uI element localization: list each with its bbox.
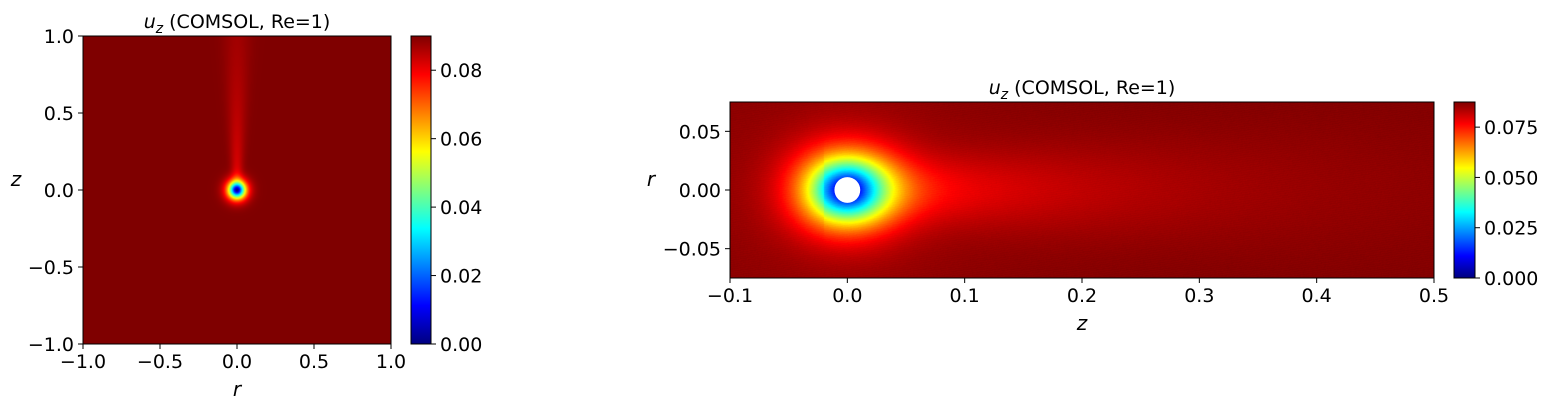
panel-right-ylabel: r: [647, 167, 657, 191]
x-tick-label: 0.5: [299, 351, 329, 373]
y-tick-label: −1.0: [28, 334, 74, 356]
y-tick-label: 1.0: [44, 26, 74, 48]
panel-right-x-ticks: −0.1 0.0 0.1 0.2 0.3 0.4 0.5: [707, 278, 1449, 307]
x-tick-label: 0.0: [222, 351, 252, 373]
x-tick-label: 1.0: [376, 351, 406, 373]
colorbar-tick-label: 0.04: [440, 197, 482, 219]
x-tick-label: −0.5: [137, 351, 183, 373]
colorbar-tick-label: 0.02: [440, 266, 482, 288]
colorbar-tick-label: 0.050: [1484, 167, 1538, 189]
x-tick-label: 0.4: [1302, 285, 1332, 307]
colorbar-right-ticks: 0.000 0.025 0.050 0.075: [1475, 117, 1538, 290]
panel-left-y-ticks: −1.0 −0.5 0.0 0.5 1.0: [28, 26, 83, 356]
panel-left-title: uz (COMSOL, Re=1): [144, 11, 331, 37]
y-tick-label: 0.00: [679, 180, 721, 202]
y-tick-label: −0.5: [28, 257, 74, 279]
x-tick-label: 0.5: [1419, 285, 1449, 307]
sphere-obstacle: [834, 177, 861, 203]
y-tick-label: 0.05: [679, 121, 721, 143]
panel-right-xlabel: z: [1076, 311, 1088, 335]
colorbar-left-ticks: 0.00 0.02 0.04 0.06 0.08: [431, 60, 482, 356]
panel-left-x-ticks: −1.0 −0.5 0.0 0.5 1.0: [60, 344, 406, 373]
colorbar-left-bar: [410, 35, 432, 345]
colorbar-right-bar: [1453, 101, 1476, 279]
panel-left: uz (COMSOL, Re=1) −1.0 −0.5 0.0 0.5 1.0 −1.0…: [10, 11, 406, 401]
x-tick-label: 0.1: [950, 285, 980, 307]
y-tick-label: −0.05: [663, 239, 721, 261]
x-tick-label: −0.1: [707, 285, 753, 307]
colorbar-tick-label: 0.06: [440, 129, 482, 151]
panel-right-title: uz (COMSOL, Re=1): [989, 77, 1176, 103]
colorbar-right: 0.000 0.025 0.050 0.075: [1453, 101, 1538, 290]
panel-right: uz (COMSOL, Re=1) −0.1 0.0 0.1 0.2 0.3 0.4 0.5…: [647, 77, 1449, 335]
colorbar-tick-label: 0.08: [440, 60, 482, 82]
colorbar-tick-label: 0.00: [440, 334, 482, 356]
y-tick-label: 0.5: [44, 103, 74, 125]
colorbar-tick-label: 0.025: [1484, 218, 1538, 240]
x-tick-label: 0.3: [1184, 285, 1214, 307]
y-tick-label: 0.0: [44, 180, 74, 202]
x-tick-label: 0.2: [1067, 285, 1097, 307]
x-tick-label: −1.0: [60, 351, 106, 373]
colorbar-left: 0.00 0.02 0.04 0.06 0.08: [410, 35, 482, 356]
panel-left-ylabel: z: [10, 167, 22, 191]
panel-left-heatmap: [83, 36, 391, 344]
panel-left-xlabel: r: [233, 377, 243, 401]
colorbar-tick-label: 0.000: [1484, 268, 1538, 290]
colorbar-tick-label: 0.075: [1484, 117, 1538, 139]
x-tick-label: 0.0: [832, 285, 862, 307]
panel-right-y-ticks: −0.05 0.00 0.05: [663, 121, 730, 261]
